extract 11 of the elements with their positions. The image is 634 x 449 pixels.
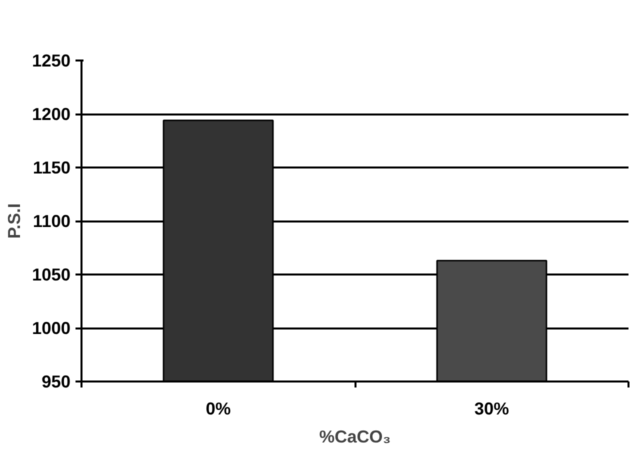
y-tick-label: 1050 [32,264,71,284]
y-tick-label: 1100 [32,211,70,231]
y-tick-label: 950 [42,372,71,392]
y-tick-label: 1150 [32,158,70,178]
y-tick-label: 1000 [32,318,71,338]
x-tick-label: 0% [206,398,231,418]
x-axis-title: %CaCO₃ [319,426,391,446]
y-tick-label: 1250 [32,50,71,70]
x-tick-label: 30% [474,398,510,418]
y-axis-title: P.S.I [4,203,24,239]
y-tick-label: 1200 [32,104,71,124]
